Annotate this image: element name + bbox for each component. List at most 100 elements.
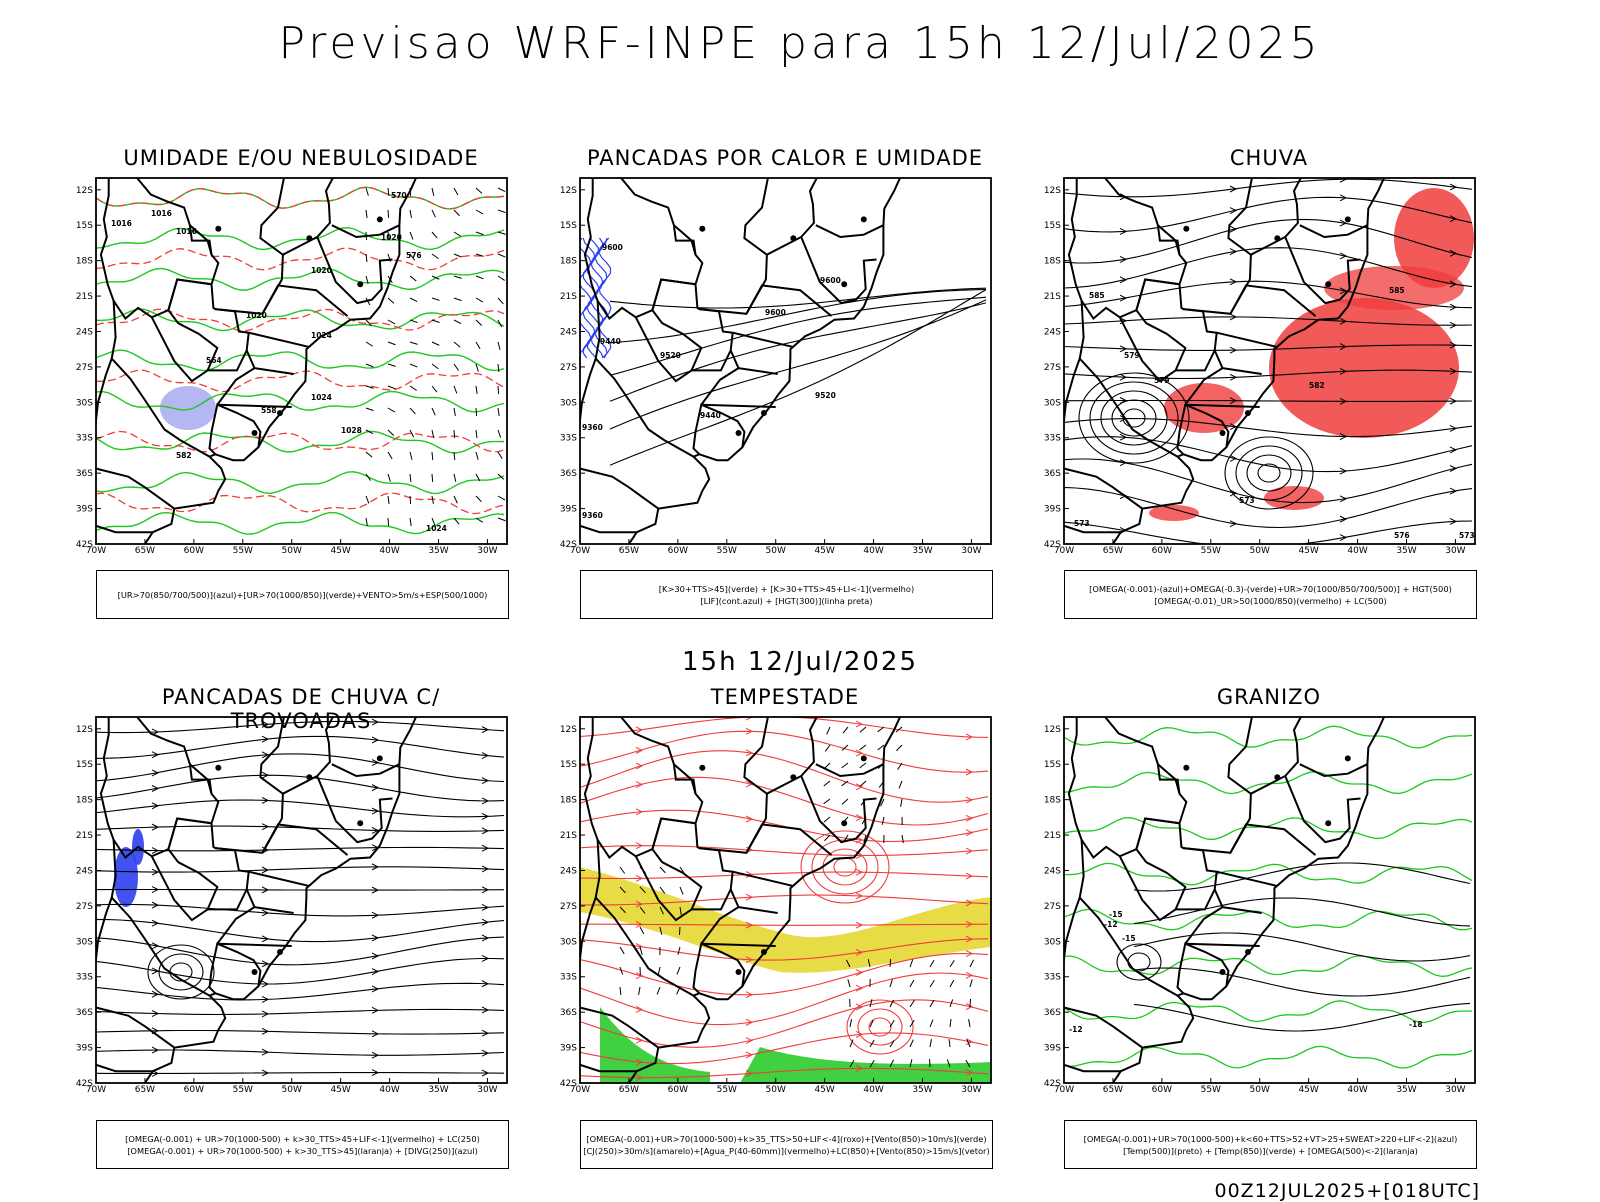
streamline-arrow xyxy=(372,737,378,743)
country-border xyxy=(694,944,745,994)
wind-vector xyxy=(454,188,458,195)
country-border xyxy=(217,944,291,946)
streamline-arrow xyxy=(746,957,752,963)
lon-label: 65W xyxy=(619,546,639,556)
legend-line: [OMEGA(-0.001)+UR>70(1000-500)+k>35_TTS>… xyxy=(581,1133,992,1145)
country-border xyxy=(217,889,254,943)
lon-label: 70W xyxy=(1054,1085,1074,1095)
country-border xyxy=(112,359,210,457)
lon-label: 45W xyxy=(814,546,834,556)
wind-vector xyxy=(366,298,370,305)
wind-vector xyxy=(679,927,680,935)
contour-label: 1024 xyxy=(311,331,332,340)
lat-label: 33S xyxy=(1044,434,1061,444)
streamline xyxy=(96,959,504,985)
legend-pancadas-calor: [K>30+TTS>45](verde) + [K>30+TTS>45+LI<-… xyxy=(580,570,993,619)
wind-vector xyxy=(657,987,660,994)
hgt300-contour xyxy=(610,297,986,375)
closed-contour xyxy=(1123,409,1145,427)
country-border xyxy=(596,359,694,457)
streamline-arrow xyxy=(1450,518,1456,524)
streamline-arrow xyxy=(966,815,972,821)
country-border xyxy=(1185,350,1222,404)
contour-label: 9440 xyxy=(600,337,621,346)
legend-chuva: [OMEGA(-0.001)-(azul)+OMEGA(-0.3)-(verde… xyxy=(1064,570,1477,619)
wind-vector xyxy=(432,452,433,460)
country-border xyxy=(562,840,599,1083)
wind-vector xyxy=(388,320,395,324)
streamline xyxy=(96,1009,504,1014)
panel-title-granizo: GRANIZO xyxy=(1059,685,1479,709)
streamline xyxy=(1064,317,1472,325)
country-border xyxy=(585,715,702,858)
streamline-arrow xyxy=(1340,368,1346,374)
lat-label: 18S xyxy=(560,257,577,267)
country-border xyxy=(563,1059,636,1071)
wind-vector xyxy=(388,408,395,412)
lat-label: 33S xyxy=(560,434,577,444)
country-border xyxy=(217,350,254,404)
contour-line xyxy=(96,228,504,250)
streamline-arrow xyxy=(636,875,642,881)
wind-vector xyxy=(432,430,434,438)
streamline-arrow xyxy=(856,852,862,858)
wind-vector xyxy=(898,763,902,770)
streamline-arrow xyxy=(1230,208,1236,214)
lat-label: 21S xyxy=(1044,831,1061,841)
streamline-arrow xyxy=(746,992,752,998)
streamline-arrow xyxy=(856,970,862,976)
legend-tempestade: [OMEGA(-0.001)+UR>70(1000-500)+k>35_TTS>… xyxy=(580,1120,993,1169)
coastline xyxy=(1113,178,1384,544)
streamline-arrow xyxy=(966,972,972,978)
lake-marker xyxy=(1274,774,1280,780)
lon-label: 40W xyxy=(863,1085,883,1095)
country-border xyxy=(91,1006,174,1047)
wind-vector xyxy=(410,298,417,302)
streamline-arrow xyxy=(856,949,862,955)
lon-label: 65W xyxy=(1103,546,1123,556)
lat-label: 12S xyxy=(1044,186,1061,196)
map-content xyxy=(543,714,991,1083)
wind-vector xyxy=(640,887,646,893)
rain-fill xyxy=(1394,188,1474,288)
wind-vector xyxy=(881,799,884,806)
lif-contour xyxy=(599,238,611,358)
country-border xyxy=(78,840,115,1083)
lon-label: 35W xyxy=(912,546,932,556)
lake-marker xyxy=(736,430,742,436)
lake-marker xyxy=(1274,235,1280,241)
streamline-arrow xyxy=(372,1052,378,1058)
lon-label: 65W xyxy=(1103,1085,1123,1095)
streamline-arrow xyxy=(1120,416,1126,422)
country-border xyxy=(255,907,294,913)
lon-label: 50W xyxy=(1250,546,1270,556)
lat-label: 21S xyxy=(1044,292,1061,302)
streamline-arrow xyxy=(152,920,158,926)
streamline-arrow xyxy=(152,824,158,830)
lake-marker xyxy=(761,410,767,416)
lon-label: 40W xyxy=(379,546,399,556)
lon-label: 70W xyxy=(570,546,590,556)
lat-label: 27S xyxy=(560,363,577,373)
lon-label: 70W xyxy=(86,1085,106,1095)
map-frame xyxy=(580,717,991,1083)
country-border xyxy=(1223,368,1262,374)
wind-vector xyxy=(861,799,866,805)
wind-vector xyxy=(949,1039,950,1047)
streamline-arrow xyxy=(152,869,158,875)
contour-label: 1024 xyxy=(311,393,332,402)
wind-vector xyxy=(850,1060,854,1067)
wind-vector xyxy=(410,254,415,260)
wind-vector xyxy=(680,887,683,894)
wind-vector xyxy=(639,987,640,995)
lake-marker xyxy=(1325,281,1331,287)
country-border xyxy=(1251,178,1301,255)
wind-vector xyxy=(498,408,499,416)
wind-vector xyxy=(890,1060,894,1067)
streamline-arrow xyxy=(1230,186,1236,192)
streamline-arrow xyxy=(1340,516,1346,522)
streamline-arrow xyxy=(746,781,752,787)
wind-vector xyxy=(498,452,502,459)
wind-vector xyxy=(476,232,484,235)
